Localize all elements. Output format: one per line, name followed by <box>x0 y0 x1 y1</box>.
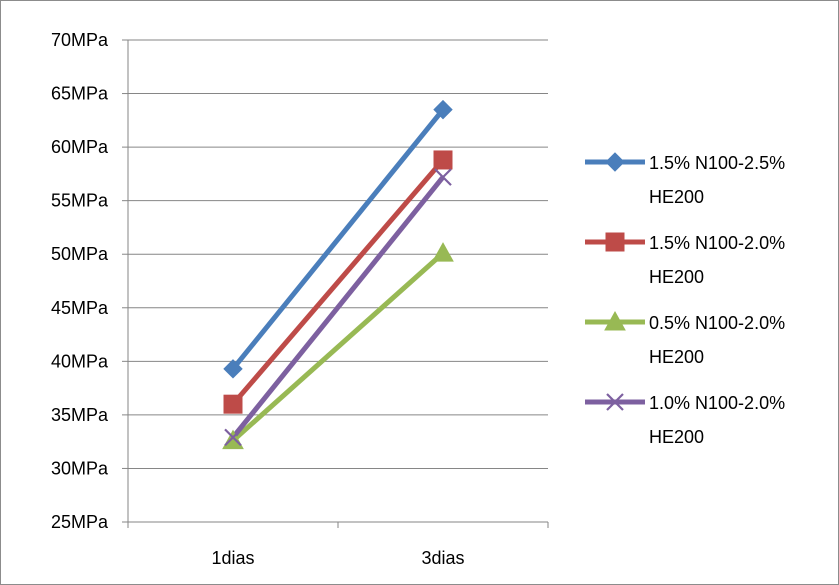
series-line-1 <box>231 108 445 371</box>
x-tick-label: 3dias <box>421 548 464 568</box>
y-tick-label: 65MPa <box>51 84 109 104</box>
y-tick-label: 60MPa <box>51 137 109 157</box>
legend-label-2: HE200 <box>649 267 704 287</box>
series-line-3 <box>231 251 445 443</box>
y-tick-label: 55MPa <box>51 191 109 211</box>
legend-marker-1 <box>605 152 625 172</box>
y-tick-label: 45MPa <box>51 298 109 318</box>
data-point-series-3 <box>432 242 454 262</box>
y-tick-label: 40MPa <box>51 351 109 371</box>
data-point-series-1 <box>433 99 453 120</box>
data-point-series-3 <box>222 429 244 450</box>
y-tick-label: 70MPa <box>51 30 109 50</box>
legend-label-1: HE200 <box>649 187 704 207</box>
y-tick-label: 35MPa <box>51 405 109 425</box>
x-tick-label: 1dias <box>211 548 254 568</box>
y-tick-label: 25MPa <box>51 512 109 532</box>
legend-label-4: 1.0% N100-2.0% <box>649 393 785 413</box>
legend-marker-3 <box>604 310 626 331</box>
legend-marker-2 <box>605 232 625 252</box>
legend-label-4: HE200 <box>649 427 704 447</box>
legend-label-2: 1.5% N100-2.0% <box>649 233 785 253</box>
data-point-series-2 <box>433 150 453 170</box>
legend-label-1: 1.5% N100-2.5% <box>649 153 785 173</box>
series-line-2 <box>231 158 445 406</box>
series-line-4 <box>231 175 445 439</box>
legend-label-3: HE200 <box>649 347 704 367</box>
y-tick-label: 30MPa <box>51 458 109 478</box>
data-point-series-2 <box>223 394 243 414</box>
legend-label-3: 0.5% N100-2.0% <box>649 313 785 333</box>
legend-marker-4 <box>606 393 624 411</box>
y-tick-label: 50MPa <box>51 244 109 264</box>
data-point-series-1 <box>223 359 243 379</box>
data-point-series-4 <box>434 168 452 186</box>
data-point-series-4 <box>224 428 242 447</box>
